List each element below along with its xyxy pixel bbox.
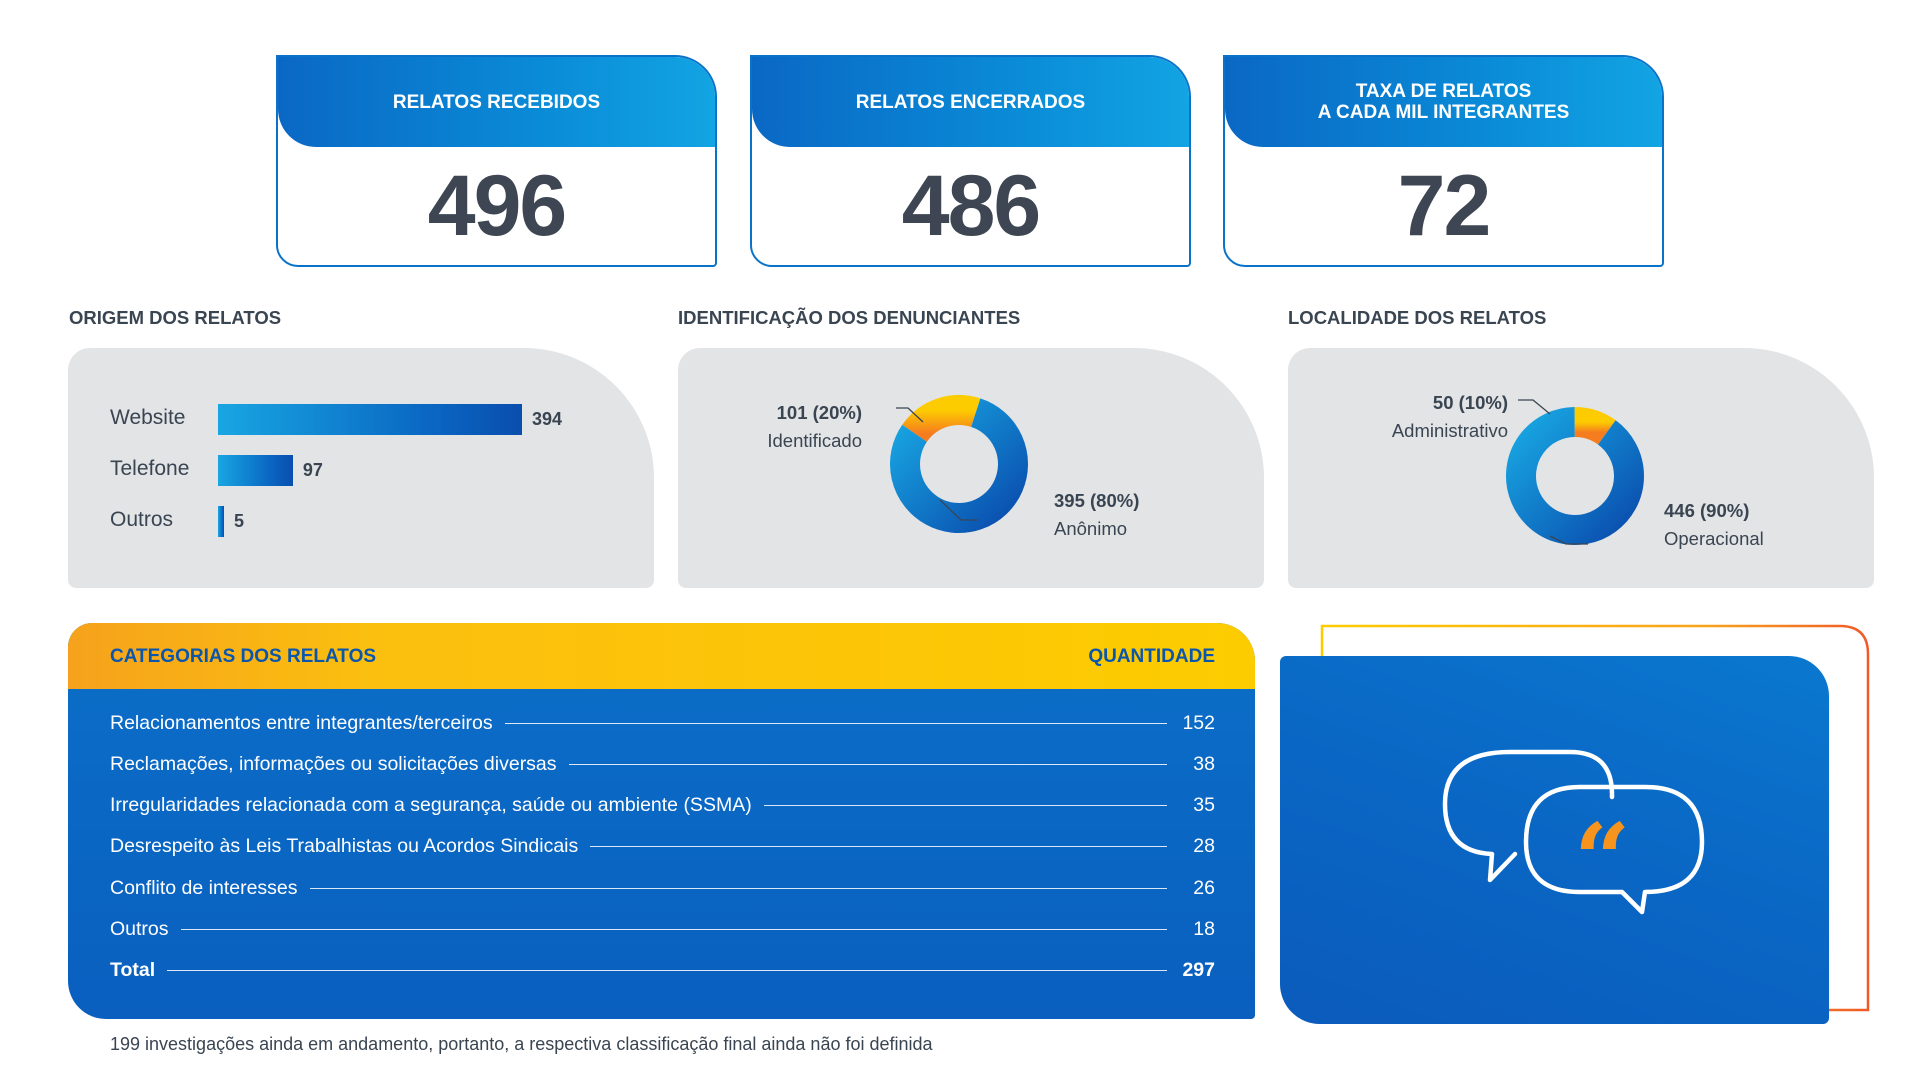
kpi-value: 486 — [901, 158, 1042, 254]
kpi-header: RELATOS RECEBIDOS — [278, 57, 715, 147]
dotted-leader — [309, 887, 1167, 889]
dotted-leader — [504, 722, 1167, 724]
category-name: Reclamações, informações ou solicitações… — [110, 752, 557, 775]
kpi-header: TAXA DE RELATOS A CADA MIL INTEGRANTES — [1225, 57, 1662, 147]
donut-label-value-identificado: 101 (20%) — [776, 402, 862, 423]
category-quantity: 18 — [1193, 918, 1215, 940]
bar-category-label: Outros — [110, 508, 174, 531]
kpi-label: RELATOS ENCERRADOS — [855, 91, 1086, 113]
table-row: Irregularidades relacionada com a segura… — [110, 792, 1215, 820]
bar-outros — [218, 506, 224, 537]
donut-slice-operacional — [1506, 407, 1644, 545]
localidade-panel — [1288, 348, 1874, 588]
kpi-card-taxa-relatos: TAXA DE RELATOS A CADA MIL INTEGRANTES 7… — [1223, 55, 1664, 267]
kpi-card-relatos-encerrados: RELATOS ENCERRADOS 486 — [750, 55, 1191, 267]
table-row: Conflito de interesses 26 — [110, 874, 1215, 902]
dotted-leader — [763, 805, 1167, 807]
kpi-header: RELATOS ENCERRADOS — [752, 57, 1189, 147]
table-row: Desrespeito às Leis Trabalhistas ou Acor… — [110, 833, 1215, 861]
identificacao-panel — [678, 348, 1264, 588]
category-name: Outros — [110, 918, 169, 940]
donut-slice-identificado — [902, 395, 981, 443]
speech-bubbles-quote-icon: “ — [1442, 749, 1705, 918]
dotted-leader — [568, 763, 1167, 765]
donut-slice-anônimo — [890, 398, 1028, 533]
bar-value-label: 5 — [234, 511, 245, 531]
bar-value-label: 394 — [532, 409, 563, 429]
category-name: Total — [110, 959, 156, 982]
table-row: Reclamações, informações ou solicitações… — [110, 750, 1215, 778]
donut-label-name-administrativo: Administrativo — [1391, 420, 1508, 441]
category-quantity: 26 — [1193, 876, 1215, 899]
categorias-table: CATEGORIAS DOS RELATOS QUANTIDADE Relaci… — [68, 623, 1255, 1019]
identificacao-donut-chart — [890, 395, 1028, 533]
bar-category-label: Telefone — [110, 457, 190, 480]
leader-line — [1518, 399, 1551, 415]
categorias-title: CATEGORIAS DOS RELATOS — [110, 646, 377, 667]
bar-telefone — [218, 455, 293, 486]
section-title-identificacao: IDENTIFICAÇÃO DOS DENUNCIANTES — [678, 307, 1021, 328]
leader-line — [939, 499, 978, 521]
donut-slice-administrativo — [1574, 407, 1616, 445]
dotted-leader — [590, 846, 1167, 848]
footnote: 199 investigações ainda em andamento, po… — [110, 1034, 933, 1054]
quote-box — [1280, 656, 1829, 1024]
category-quantity: 297 — [1182, 959, 1215, 982]
category-name: Relacionamentos entre integrantes/tercei… — [110, 711, 493, 734]
table-total-row: Total 297 — [110, 957, 1215, 985]
kpi-card-relatos-recebidos: RELATOS RECEBIDOS 496 — [276, 55, 717, 267]
category-quantity: 28 — [1193, 835, 1215, 858]
dotted-leader — [167, 970, 1167, 972]
category-quantity: 38 — [1193, 752, 1215, 775]
category-name: Irregularidades relacionada com a segura… — [110, 794, 752, 817]
kpi-label: RELATOS RECEBIDOS — [392, 91, 601, 113]
dotted-leader — [180, 929, 1167, 930]
table-row: Outros 18 — [110, 916, 1215, 944]
category-quantity: 152 — [1182, 711, 1215, 734]
kpi-value: 72 — [1397, 158, 1492, 254]
table-row: Relacionamentos entre integrantes/tercei… — [110, 709, 1215, 737]
kpi-label-line2: A CADA MIL INTEGRANTES — [1317, 102, 1570, 123]
kpi-value: 496 — [427, 158, 568, 254]
donut-label-value-anonimo: 395 (80%) — [1054, 490, 1140, 511]
category-name: Conflito de interesses — [110, 876, 298, 899]
svg-text:“: “ — [1574, 803, 1630, 918]
category-quantity: 35 — [1193, 794, 1215, 817]
section-title-localidade: LOCALIDADE DOS RELATOS — [1288, 307, 1547, 328]
bar-website — [218, 404, 522, 435]
categorias-header: CATEGORIAS DOS RELATOS QUANTIDADE — [68, 623, 1255, 689]
origem-panel — [68, 348, 654, 588]
kpi-label-line1: TAXA DE RELATOS — [1355, 81, 1532, 102]
bar-category-label: Website — [110, 406, 186, 429]
category-name: Desrespeito às Leis Trabalhistas ou Acor… — [110, 835, 579, 858]
quantidade-header: QUANTIDADE — [1088, 646, 1215, 667]
leader-line — [1549, 535, 1588, 545]
donut-label-value-operacional: 446 (90%) — [1664, 500, 1750, 521]
leader-line — [896, 407, 924, 423]
bar-value-label: 97 — [302, 460, 323, 480]
localidade-donut-chart — [1506, 399, 1644, 545]
section-title-origem: ORIGEM DOS RELATOS — [69, 307, 282, 328]
donut-label-name-identificado: Identificado — [767, 430, 862, 451]
donut-label-name-operacional: Operacional — [1664, 528, 1764, 549]
donut-label-name-anonimo: Anônimo — [1054, 518, 1128, 539]
donut-label-value-administrativo: 50 (10%) — [1432, 392, 1508, 413]
